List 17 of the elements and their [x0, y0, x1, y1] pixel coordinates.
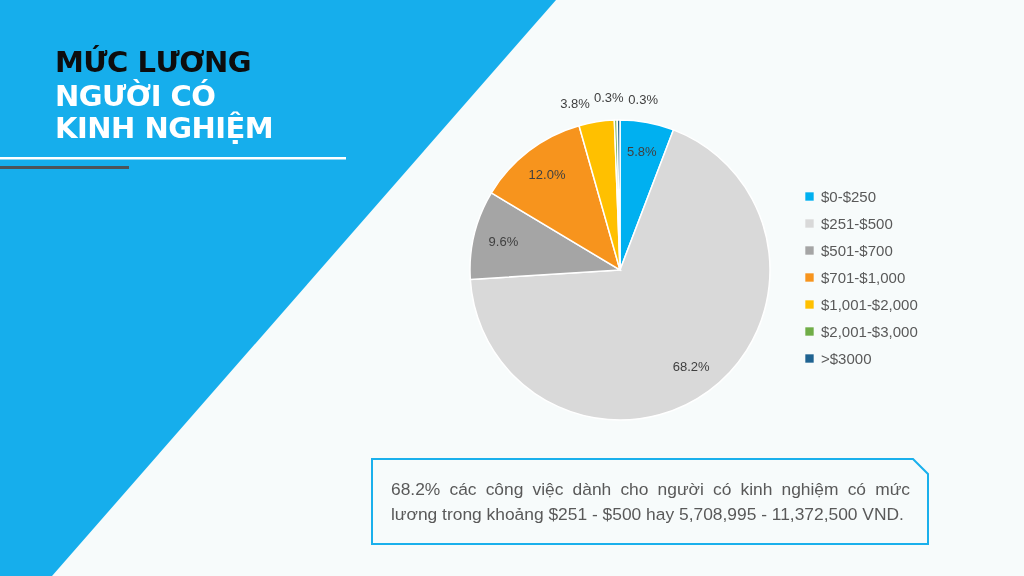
- data-label: 68.2%: [672, 358, 711, 374]
- data-label: 3.8%: [560, 96, 591, 111]
- legend-label: $2,001-$3,000: [821, 322, 918, 340]
- legend-label: $1,001-$2,000: [821, 295, 918, 313]
- text: NGƯỜI CÓ KINH NGHIỆM: [55, 79, 275, 145]
- legend-label: >$3000: [821, 349, 872, 367]
- data-label: 9.6%: [488, 233, 519, 249]
- data-label: 0.3%: [594, 90, 625, 106]
- legend-label: $251-$500: [821, 214, 893, 232]
- legend-label: $701-$1,000: [821, 268, 906, 286]
- legend-label: $0-$250: [821, 187, 877, 205]
- data-label: 0.3%: [628, 91, 659, 107]
- legend-label: $501-$700: [821, 241, 893, 259]
- data-label: 5.8%: [626, 143, 657, 159]
- text: 68.2% các công việc dành cho người có kinh nghiệm có mức lương trong khoảng $251 - $500 hay 5,708,995 - 11,372,500 VND.: [391, 478, 910, 526]
- text: MỨC LƯƠNG: [55, 44, 253, 79]
- data-label: 12.0%: [528, 166, 566, 182]
